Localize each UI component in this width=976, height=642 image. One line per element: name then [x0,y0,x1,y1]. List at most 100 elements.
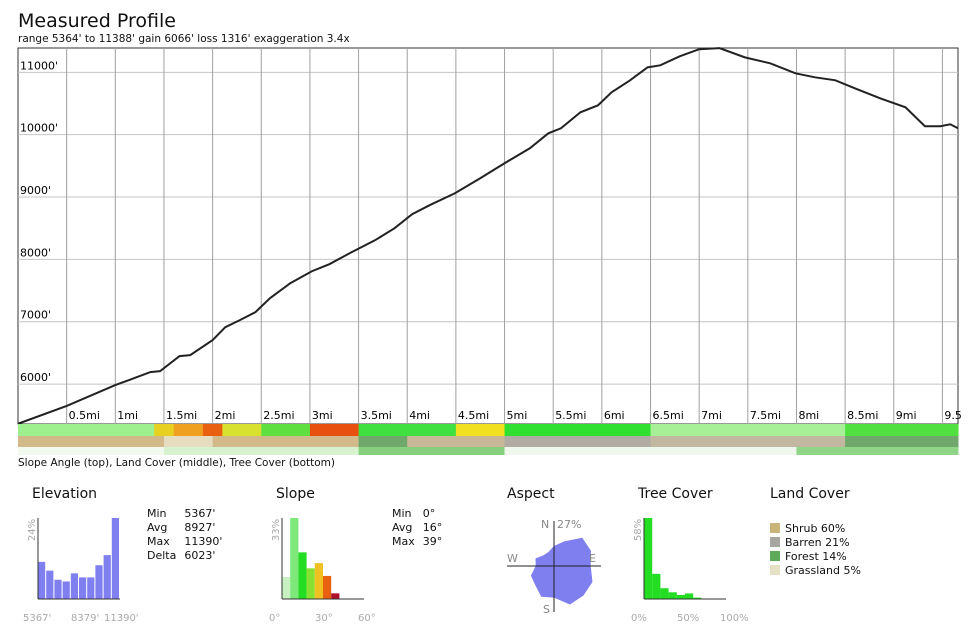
histogram-bar [87,577,95,599]
y-tick-label: 11000' [20,59,58,72]
land-band-segment [504,436,652,447]
plot-frame [17,47,959,425]
stat-label: Min [147,507,167,520]
histogram-bar [103,555,111,599]
slope-band-segment [358,424,457,436]
x-tick-label: 5367' [23,613,51,624]
elevation-profile-chart: 6000' 7000' 8000' 9000' 10000' 11000' 0.5mi 1mi… [17,47,962,455]
histogram-bar [62,581,70,599]
x-tick-label: 5mi [507,409,528,422]
y-tick-label: 6000' [20,371,51,384]
x-tick-label: 1mi [117,409,138,422]
compass-south: S [543,603,550,616]
tree-band-segment [504,447,797,455]
x-tick-label: 9.5 [944,409,962,422]
legend-item: Grassland 5% [770,564,861,578]
land-band-segment [358,436,408,447]
aspect-title: Aspect [507,486,555,502]
slope-band-segment [309,424,360,436]
legend-swatch [770,565,780,575]
x-tick-label: 2.5mi [263,409,294,422]
land-band-segment [845,436,959,447]
stat-value: 39° [422,535,443,548]
x-tick-label: 30° [315,613,333,624]
histogram-bar [323,575,332,599]
x-tick-label: 50% [677,613,699,624]
x-tick-label: 2mi [215,409,236,422]
histogram-bar [46,570,54,599]
stat-label: Max [392,535,415,548]
x-tick-label: 7.5mi [750,409,781,422]
y-max-label: 58% [633,519,644,541]
x-tick-label: 8379' [71,613,99,624]
land-band-segment [407,436,506,447]
stat-value: 16° [422,521,443,534]
x-tick-label: 4mi [409,409,430,422]
y-max-label: 24% [27,519,38,541]
histogram-bar [314,563,323,599]
histogram-bar [282,576,291,599]
profile-summary: range 5364' to 11388' gain 6066' loss 13… [18,33,350,45]
aspect-max-label: 27% [557,518,581,531]
tree-band-segment [163,447,360,455]
legend-label: Barren 21% [785,536,850,549]
elevation-title: Elevation [32,486,98,502]
land-band-segment [650,436,846,447]
x-tick-label: 6.5mi [653,409,684,422]
x-tick-label: 100% [720,613,749,624]
legend-item: Shrub 60% [770,522,861,536]
slope-band-segment [504,424,652,436]
stat-value: 6023' [184,549,216,562]
compass-east: E [589,552,596,565]
stat-row: Avg 16° [392,521,450,535]
y-tick-label: 7000' [20,309,51,322]
aspect-rose [530,537,593,605]
slope-band-segment [154,424,175,436]
y-tick-label: 10000' [20,122,58,135]
slope-title: Slope [276,486,315,502]
stat-value: 0° [422,507,436,520]
histogram-bar [331,593,340,599]
elevation-profile-line [17,47,959,425]
tree-band-segment [358,447,506,455]
x-tick-label: 4.5mi [458,409,489,422]
y-tick-label: 9000' [20,184,51,197]
histogram-bar [70,573,78,599]
histogram-bar [298,552,307,599]
histogram-bar [290,518,299,599]
bands-caption: Slope Angle (top), Land Cover (middle), … [18,457,335,469]
legend-swatch [770,523,780,533]
land-cover-legend: Shrub 60% Barren 21% Forest 14% Grassland 5… [770,522,861,578]
legend-label: Grassland 5% [785,564,861,577]
histogram-bar [95,565,103,599]
x-tick-label: 3.5mi [361,409,392,422]
histogram-bar [660,588,669,599]
legend-swatch [770,537,780,547]
x-tick-label: 0.5mi [69,409,100,422]
stat-row: Min 5367' [147,507,230,521]
stat-label: Avg [392,521,413,534]
stat-row: Max 11390' [147,535,230,549]
histogram-bar [54,579,62,599]
stat-value: 5367' [184,507,216,520]
stat-row: Delta 6023' [147,549,230,563]
tree-cover-title: Tree Cover [638,486,713,502]
legend-swatch [770,551,780,561]
legend-item: Forest 14% [770,550,861,564]
slope-band-segment [222,424,262,436]
x-tick-label: 8.5mi [847,409,878,422]
stat-label: Delta [147,549,177,562]
x-tick-label: 0% [631,613,647,624]
compass-north: N [541,518,549,531]
x-tick-label: 6mi [604,409,625,422]
x-tick-label: 0° [269,613,280,624]
slope-band-segment [845,424,959,436]
legend-item: Barren 21% [770,536,861,550]
histogram-bar [668,592,677,599]
elevation-stats: Min 5367' Avg 8927' Max 11390' Delta 6023' [147,507,230,563]
x-tick-label: 5.5mi [555,409,586,422]
stat-value: 11390' [184,535,223,548]
slope-band-segment [455,424,506,436]
tree-band-segment [18,447,165,455]
